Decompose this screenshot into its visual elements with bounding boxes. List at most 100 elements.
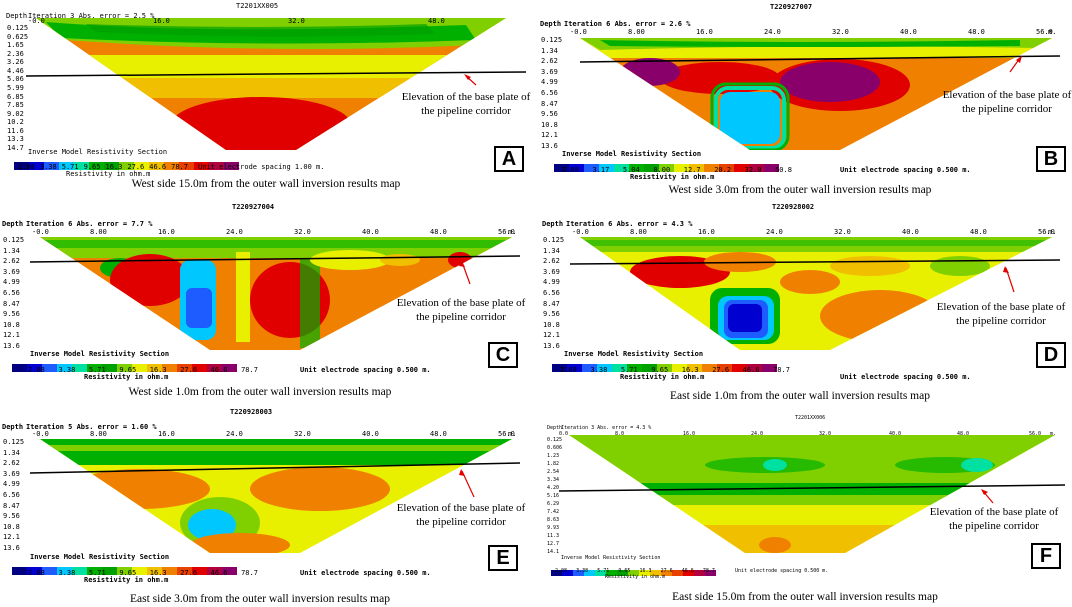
section-figure: T220928003 Depth Iteration 5 Abs. error … xyxy=(0,405,525,584)
legend-value: 50.8 xyxy=(775,166,792,174)
resistivity-section xyxy=(29,439,520,553)
legend-value: 78.7 xyxy=(171,163,188,171)
legend-swatch xyxy=(617,570,628,576)
legend-title: Inverse Model Resistivity Section xyxy=(28,148,168,156)
legend-values: 2.88 3.38 5.71 9.65 16.3 27.6 46.6 78.7 xyxy=(18,163,188,171)
annotation-line2: the pipeline corridor xyxy=(416,311,506,323)
legend-swatch xyxy=(612,364,627,372)
legend-swatch xyxy=(704,164,719,172)
legend-swatch xyxy=(224,162,239,170)
legend-swatch xyxy=(732,364,747,372)
legend-value: 9.65 xyxy=(651,366,669,374)
depth-tick: 14.7 xyxy=(7,143,24,152)
annotation-line1: Elevation of the base plate of xyxy=(396,502,526,514)
legend-unit: Resistivity in ohm.m xyxy=(84,373,169,381)
x-axis-ticks: -0.0 8.00 16.0 24.0 32.0 40.0 48.0 56.0 xyxy=(572,228,1055,237)
legend-swatch xyxy=(672,364,687,372)
legend-value: 78.7 xyxy=(702,568,715,574)
legend-values: 2.08 3.38 5.71 9.65 16.3 27.6 46.6 78.7 xyxy=(560,366,790,374)
legend-value: 5.71 xyxy=(61,163,79,171)
depth-tick: 13.6 xyxy=(541,141,558,150)
depth-tick: 8.47 xyxy=(3,299,20,308)
legend-swatch xyxy=(642,364,657,372)
resistivity-section xyxy=(25,18,526,150)
depth-tick: 10.2 xyxy=(7,118,24,127)
depth-tick: 0.125 xyxy=(547,437,563,443)
base-plate-annotation: Elevation of the base plate of the pipel… xyxy=(386,501,536,529)
legend-value: 27.6 xyxy=(660,568,673,574)
electrode-spacing: Unit electrode spacing 0.500 m. xyxy=(300,366,431,374)
x-tick: 56.0 xyxy=(498,430,515,438)
depth-tick: 4.46 xyxy=(7,66,24,75)
depth-tick: 9.56 xyxy=(543,310,560,319)
legend-swatch xyxy=(582,364,597,372)
legend-swatch xyxy=(595,570,606,576)
depth-tick: 4.99 xyxy=(543,278,560,287)
legend-value: 46.6 xyxy=(149,163,167,171)
legend-title: Inverse Model Resistivity Section xyxy=(564,350,704,358)
resistivity-section xyxy=(29,237,520,350)
depth-tick: 3.69 xyxy=(3,267,20,276)
depth-label: Depth xyxy=(542,220,564,228)
color-legend xyxy=(551,561,716,580)
line-title: T220928003 xyxy=(230,408,273,416)
legend-swatch xyxy=(702,364,717,372)
legend-value: 3.38 xyxy=(58,366,76,374)
electrode-spacing: Unit electrode spacing 0.500 m. xyxy=(300,569,431,577)
legend-swatch xyxy=(554,164,569,172)
base-plate-annotation: Elevation of the base plate of the pipel… xyxy=(919,505,1069,533)
legend-value: 78.7 xyxy=(773,366,790,374)
panel-letter: A xyxy=(494,146,524,172)
legend-unit: Resistivity in ohm.m xyxy=(84,576,169,584)
x-tick: -0.0 xyxy=(570,28,587,36)
panel-f: T2201XX006 Depth Iteration 3 Abs. error … xyxy=(545,405,1065,605)
x-tick: 24.0 xyxy=(766,228,783,236)
legend-value: 5.71 xyxy=(620,366,638,374)
depth-tick: 8.63 xyxy=(547,517,560,523)
x-tick: 56.0 xyxy=(1029,431,1042,437)
color-legend xyxy=(552,357,777,376)
depth-tick: 2.36 xyxy=(7,49,24,58)
legend-value: 27.6 xyxy=(127,163,145,171)
x-tick: 32.0 xyxy=(294,228,311,236)
legend-swatch xyxy=(177,567,192,575)
legend-values: 2.08 3.38 5.71 9.65 16.3 27.6 46.6 78.7 xyxy=(28,366,258,374)
resistivity-section xyxy=(569,237,1060,350)
x-tick: 16.0 xyxy=(696,28,713,36)
x-tick: 40.0 xyxy=(362,228,379,236)
iteration-text: Iteration 3 Abs. error = 2.5 % xyxy=(28,12,155,20)
x-unit: m. xyxy=(1050,431,1057,437)
legend-value: 5.71 xyxy=(88,569,106,577)
legend-swatch xyxy=(705,570,716,576)
x-tick: 0.0 xyxy=(559,431,569,437)
legend-swatch xyxy=(689,164,704,172)
depth-tick: 2.54 xyxy=(547,469,560,475)
depth-tick: 0.125 xyxy=(541,36,563,44)
legend-value: 16.3 xyxy=(149,569,167,577)
legend-swatch xyxy=(132,364,147,372)
depth-tick: 1.34 xyxy=(543,246,560,255)
depth-tick: 9.56 xyxy=(3,512,20,521)
depth-tick: 13.6 xyxy=(3,341,20,350)
legend-swatch xyxy=(147,567,162,575)
legend-value: 46.6 xyxy=(210,366,228,374)
x-tick: 8.00 xyxy=(90,430,107,438)
x-tick: 16.0 xyxy=(158,430,175,438)
legend-swatch xyxy=(659,164,674,172)
base-plate-annotation: Elevation of the base plate of the pipel… xyxy=(932,88,1072,116)
legend-values: 2.08 3.38 5.71 9.65 16.3 27.6 46.6 78.7 xyxy=(555,568,715,574)
panel-c: T220927004 Depth Iteration 6 Abs. error … xyxy=(0,200,525,400)
annotation-line1: Elevation of the base plate of xyxy=(942,89,1072,101)
depth-tick: 4.99 xyxy=(3,480,20,489)
panel-letter: B xyxy=(1036,146,1066,172)
depth-tick: 13.6 xyxy=(3,543,20,552)
depth-tick: 6.85 xyxy=(7,92,24,101)
legend-value: 3.17 xyxy=(592,166,610,174)
legend-swatch xyxy=(72,567,87,575)
x-tick: -0.0 xyxy=(572,228,589,236)
legend-value: 9.65 xyxy=(618,568,631,574)
x-tick: 56.0 xyxy=(1038,228,1055,236)
legend-swatch xyxy=(606,570,617,576)
legend-swatch xyxy=(734,164,749,172)
depth-tick: 1.34 xyxy=(3,246,20,255)
